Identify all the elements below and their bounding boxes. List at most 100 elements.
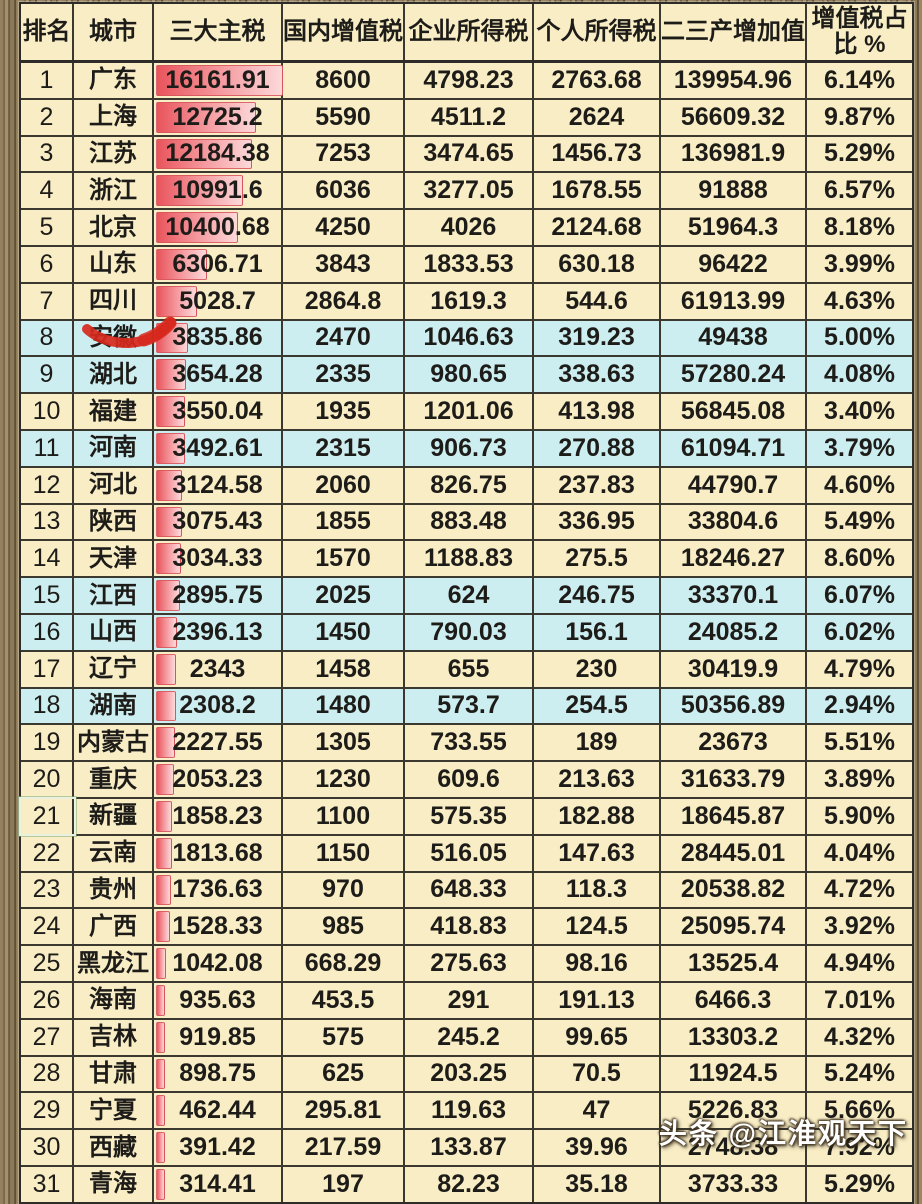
cell-personal-income-tax[interactable]: 156.1 bbox=[534, 614, 661, 650]
cell-city[interactable]: 海南 bbox=[74, 982, 154, 1018]
cell-corporate-income-tax[interactable]: 1619.3 bbox=[405, 283, 534, 319]
cell-rank[interactable]: 20 bbox=[21, 762, 74, 797]
cell-rank[interactable]: 1 bbox=[21, 63, 74, 98]
cell-city[interactable]: 江西 bbox=[74, 578, 154, 613]
cell-personal-income-tax[interactable]: 213.63 bbox=[534, 762, 661, 797]
cell-domestic-vat[interactable]: 2060 bbox=[283, 467, 405, 503]
cell-vat-share[interactable]: 5.29% bbox=[807, 136, 912, 172]
cell-main-tax[interactable]: 5028.7 bbox=[154, 283, 283, 319]
cell-rank[interactable]: 15 bbox=[21, 578, 74, 613]
cell-personal-income-tax[interactable]: 70.5 bbox=[534, 1056, 661, 1092]
cell-personal-income-tax[interactable]: 630.18 bbox=[534, 246, 661, 282]
cell-domestic-vat[interactable]: 1450 bbox=[283, 614, 405, 650]
cell-vat-share[interactable]: 4.04% bbox=[807, 835, 912, 871]
cell-secondary-tertiary-added-value[interactable]: 139954.96 bbox=[661, 63, 807, 98]
cell-secondary-tertiary-added-value[interactable]: 23673 bbox=[661, 725, 807, 761]
cell-vat-share[interactable]: 3.99% bbox=[807, 246, 912, 282]
cell-domestic-vat[interactable]: 625 bbox=[283, 1056, 405, 1092]
cell-city[interactable]: 浙江 bbox=[74, 173, 154, 209]
cell-city[interactable]: 湖北 bbox=[74, 357, 154, 393]
cell-domestic-vat[interactable]: 2470 bbox=[283, 320, 405, 356]
cell-main-tax[interactable]: 6306.71 bbox=[154, 246, 283, 282]
cell-personal-income-tax[interactable]: 99.65 bbox=[534, 1019, 661, 1055]
cell-vat-share[interactable]: 4.72% bbox=[807, 872, 912, 908]
cell-secondary-tertiary-added-value[interactable]: 2748.38 bbox=[661, 1130, 807, 1165]
cell-vat-share[interactable]: 3.79% bbox=[807, 430, 912, 466]
cell-domestic-vat[interactable]: 668.29 bbox=[283, 946, 405, 981]
cell-rank[interactable]: 22 bbox=[21, 835, 74, 871]
cell-domestic-vat[interactable]: 1480 bbox=[283, 688, 405, 724]
cell-corporate-income-tax[interactable]: 1188.83 bbox=[405, 541, 534, 577]
cell-personal-income-tax[interactable]: 230 bbox=[534, 651, 661, 687]
cell-main-tax[interactable]: 12725.2 bbox=[154, 99, 283, 135]
cell-vat-share[interactable]: 5.90% bbox=[807, 798, 912, 834]
cell-corporate-income-tax[interactable]: 609.6 bbox=[405, 762, 534, 797]
cell-personal-income-tax[interactable]: 2624 bbox=[534, 99, 661, 135]
cell-city[interactable]: 陕西 bbox=[74, 504, 154, 540]
cell-rank[interactable]: 14 bbox=[21, 541, 74, 577]
cell-city[interactable]: 上海 bbox=[74, 99, 154, 135]
cell-secondary-tertiary-added-value[interactable]: 96422 bbox=[661, 246, 807, 282]
cell-corporate-income-tax[interactable]: 4511.2 bbox=[405, 99, 534, 135]
cell-city[interactable]: 甘肃 bbox=[74, 1056, 154, 1092]
cell-city[interactable]: 安徽 bbox=[74, 320, 154, 356]
cell-main-tax[interactable]: 3550.04 bbox=[154, 394, 283, 429]
cell-secondary-tertiary-added-value[interactable]: 18246.27 bbox=[661, 541, 807, 577]
header-secondary-tertiary-added-value[interactable]: 二三产增加值 bbox=[661, 4, 807, 60]
cell-corporate-income-tax[interactable]: 733.55 bbox=[405, 725, 534, 761]
header-domestic-vat[interactable]: 国内增值税 bbox=[283, 4, 405, 60]
cell-main-tax[interactable]: 3835.86 bbox=[154, 320, 283, 356]
cell-city[interactable]: 福建 bbox=[74, 394, 154, 429]
cell-corporate-income-tax[interactable]: 826.75 bbox=[405, 467, 534, 503]
cell-personal-income-tax[interactable]: 246.75 bbox=[534, 578, 661, 613]
cell-rank[interactable]: 18 bbox=[21, 688, 74, 724]
cell-personal-income-tax[interactable]: 254.5 bbox=[534, 688, 661, 724]
cell-city[interactable]: 黑龙江 bbox=[74, 946, 154, 981]
cell-domestic-vat[interactable]: 1100 bbox=[283, 798, 405, 834]
cell-main-tax[interactable]: 1736.63 bbox=[154, 872, 283, 908]
cell-corporate-income-tax[interactable]: 575.35 bbox=[405, 798, 534, 834]
cell-domestic-vat[interactable]: 1150 bbox=[283, 835, 405, 871]
cell-vat-share[interactable]: 6.57% bbox=[807, 173, 912, 209]
cell-secondary-tertiary-added-value[interactable]: 5226.83 bbox=[661, 1093, 807, 1129]
cell-domestic-vat[interactable]: 5590 bbox=[283, 99, 405, 135]
cell-vat-share[interactable]: 6.07% bbox=[807, 578, 912, 613]
cell-personal-income-tax[interactable]: 2124.68 bbox=[534, 210, 661, 245]
cell-main-tax[interactable]: 2343 bbox=[154, 651, 283, 687]
cell-main-tax[interactable]: 314.41 bbox=[154, 1166, 283, 1202]
cell-city[interactable]: 云南 bbox=[74, 835, 154, 871]
cell-secondary-tertiary-added-value[interactable]: 25095.74 bbox=[661, 909, 807, 945]
cell-secondary-tertiary-added-value[interactable]: 51964.3 bbox=[661, 210, 807, 245]
cell-city[interactable]: 贵州 bbox=[74, 872, 154, 908]
cell-domestic-vat[interactable]: 1230 bbox=[283, 762, 405, 797]
cell-secondary-tertiary-added-value[interactable]: 57280.24 bbox=[661, 357, 807, 393]
cell-corporate-income-tax[interactable]: 790.03 bbox=[405, 614, 534, 650]
cell-rank[interactable]: 4 bbox=[21, 173, 74, 209]
cell-secondary-tertiary-added-value[interactable]: 31633.79 bbox=[661, 762, 807, 797]
cell-city[interactable]: 山西 bbox=[74, 614, 154, 650]
cell-corporate-income-tax[interactable]: 516.05 bbox=[405, 835, 534, 871]
cell-domestic-vat[interactable]: 1458 bbox=[283, 651, 405, 687]
cell-secondary-tertiary-added-value[interactable]: 24085.2 bbox=[661, 614, 807, 650]
cell-secondary-tertiary-added-value[interactable]: 136981.9 bbox=[661, 136, 807, 172]
cell-personal-income-tax[interactable]: 319.23 bbox=[534, 320, 661, 356]
cell-rank[interactable]: 13 bbox=[21, 504, 74, 540]
cell-corporate-income-tax[interactable]: 418.83 bbox=[405, 909, 534, 945]
cell-domestic-vat[interactable]: 4250 bbox=[283, 210, 405, 245]
cell-domestic-vat[interactable]: 970 bbox=[283, 872, 405, 908]
cell-secondary-tertiary-added-value[interactable]: 91888 bbox=[661, 173, 807, 209]
cell-domestic-vat[interactable]: 2315 bbox=[283, 430, 405, 466]
cell-corporate-income-tax[interactable]: 82.23 bbox=[405, 1166, 534, 1202]
cell-vat-share[interactable]: 5.24% bbox=[807, 1056, 912, 1092]
cell-rank[interactable]: 27 bbox=[21, 1019, 74, 1055]
cell-secondary-tertiary-added-value[interactable]: 11924.5 bbox=[661, 1056, 807, 1092]
cell-personal-income-tax[interactable]: 544.6 bbox=[534, 283, 661, 319]
cell-rank[interactable]: 12 bbox=[21, 467, 74, 503]
cell-city[interactable]: 天津 bbox=[74, 541, 154, 577]
cell-corporate-income-tax[interactable]: 119.63 bbox=[405, 1093, 534, 1129]
header-main-tax[interactable]: 三大主税 bbox=[154, 4, 283, 60]
cell-rank[interactable]: 30 bbox=[21, 1130, 74, 1165]
cell-personal-income-tax[interactable]: 189 bbox=[534, 725, 661, 761]
cell-personal-income-tax[interactable]: 47 bbox=[534, 1093, 661, 1129]
cell-secondary-tertiary-added-value[interactable]: 50356.89 bbox=[661, 688, 807, 724]
